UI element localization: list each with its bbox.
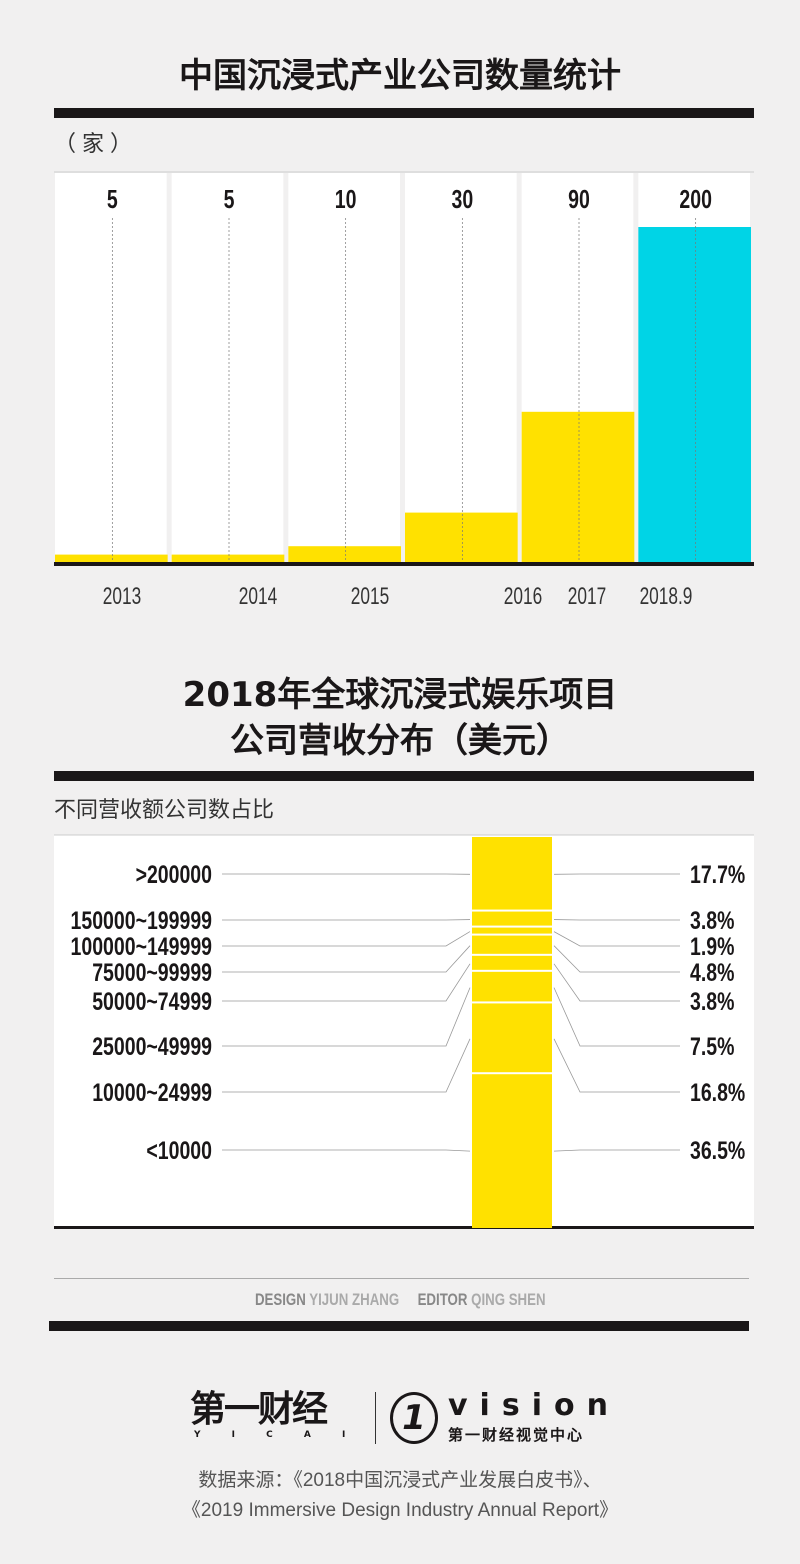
percent-label: 1.9% — [690, 933, 734, 961]
x-tick-label: 2017 — [568, 583, 606, 609]
segment-5 — [472, 971, 552, 1002]
divider — [54, 108, 754, 118]
source-line-2: 《2019 Immersive Design Industry Annual R… — [181, 1500, 619, 1521]
value-label: 5 — [107, 184, 118, 213]
connector-right — [553, 963, 680, 1002]
segment-0 — [472, 837, 552, 910]
connector-left — [222, 945, 471, 973]
connector-left — [222, 963, 471, 1002]
connector-right — [553, 945, 680, 973]
divider — [54, 771, 754, 781]
chart2-title-line2: 公司营收分布（美元） — [230, 721, 570, 761]
value-label: 10 — [335, 184, 357, 213]
x-tick-label: 2014 — [239, 583, 278, 609]
vision-logo-cn: 第一财经视觉中心 — [448, 1426, 585, 1444]
percent-label: 4.8% — [690, 959, 734, 987]
designer-name: YIJUN ZHANG — [309, 1290, 399, 1309]
segment-7 — [472, 1074, 552, 1228]
segment-1 — [472, 911, 552, 926]
editor-name: QING SHEN — [470, 1290, 546, 1309]
category-label: 10000~24999 — [92, 1079, 212, 1107]
connector-right — [553, 931, 680, 947]
bar-2015 — [288, 546, 401, 563]
chart1-title: 中国沉浸式产业公司数量统计 — [179, 56, 621, 96]
bar-2014 — [171, 554, 285, 563]
chart-panel — [54, 835, 754, 1228]
bar-2013 — [55, 554, 168, 563]
category-label: <10000 — [146, 1137, 212, 1165]
column-background — [171, 173, 284, 563]
segment-2 — [472, 927, 552, 934]
percent-label: 3.8% — [690, 988, 734, 1016]
chart2-title-line1: 2018年全球沉浸式娱乐项目 — [182, 675, 618, 715]
percent-label: 16.8% — [690, 1079, 745, 1107]
bar-2018.9 — [638, 227, 751, 563]
connector-left — [222, 1149, 471, 1152]
value-label: 5 — [224, 184, 235, 213]
yicai-logo-text: 第一财经 — [190, 1389, 328, 1430]
segment-6 — [472, 1003, 552, 1073]
divider — [49, 1321, 749, 1331]
design-label: DESIGN — [254, 1290, 306, 1309]
credits: DESIGN YIJUN ZHANG EDITOR QING SHEN — [0, 1290, 800, 1310]
connector-left — [222, 1038, 471, 1093]
category-label: 75000~99999 — [92, 959, 212, 987]
x-tick-label: 2015 — [351, 583, 389, 609]
company-count-chart: 5 2013 5 2014 10 2015 30 2016 90 2017 200 2018.9 — [0, 0, 800, 620]
connector-right — [553, 1149, 680, 1152]
category-label: 25000~49999 — [92, 1033, 212, 1061]
percent-label: 36.5% — [690, 1137, 745, 1165]
divider — [54, 1278, 749, 1279]
chart2-title: 2018年全球沉浸式娱乐项目 公司营收分布（美元） — [0, 672, 800, 764]
segment-4 — [472, 955, 552, 970]
category-label: 150000~199999 — [71, 907, 212, 935]
segment-3 — [472, 935, 552, 954]
logo-separator — [375, 1392, 376, 1444]
x-axis — [54, 562, 754, 566]
y-unit-label: （家） — [54, 131, 139, 156]
value-label: 200 — [679, 184, 712, 213]
percent-label: 17.7% — [690, 861, 745, 889]
connector-right — [553, 987, 680, 1047]
vision-logo-icon: 1 — [390, 1392, 438, 1444]
chart2-subtitle: 不同营收额公司数占比 — [54, 797, 275, 822]
vision-logo-text: vision — [448, 1388, 620, 1423]
editor-label: EDITOR — [417, 1290, 468, 1309]
yicai-logo-en: Y I C A I — [194, 1430, 360, 1440]
percent-label: 7.5% — [690, 1033, 734, 1061]
bar-2017 — [521, 411, 635, 563]
percent-label: 3.8% — [690, 907, 734, 935]
value-label: 90 — [568, 184, 590, 213]
connector-left — [222, 987, 471, 1047]
x-tick-label: 2018.9 — [640, 583, 693, 609]
x-tick-label: 2013 — [103, 583, 141, 609]
x-axis — [54, 1226, 754, 1229]
revenue-distribution-chart: >200000 17.7% 150000~199999 3.8% 100000~1499… — [54, 834, 754, 1229]
category-label: 50000~74999 — [92, 988, 212, 1016]
x-tick-label: 2016 — [504, 583, 542, 609]
source-line-1: 数据来源：《2018中国沉浸式产业发展白皮书》、 — [198, 1470, 602, 1491]
column-background — [288, 173, 400, 563]
category-label: >200000 — [136, 861, 212, 889]
column-background — [55, 173, 167, 563]
value-label: 30 — [451, 184, 473, 213]
column-background — [405, 173, 517, 563]
yicai-logo: 第一财经 Y I C A I — [190, 1390, 360, 1446]
data-source: 数据来源：《2018中国沉浸式产业发展白皮书》、 《2019 Immersive… — [0, 1466, 800, 1526]
bar-2016 — [405, 512, 518, 563]
connector-left — [222, 931, 471, 947]
connector-right — [553, 1038, 680, 1093]
category-label: 100000~149999 — [71, 933, 212, 961]
